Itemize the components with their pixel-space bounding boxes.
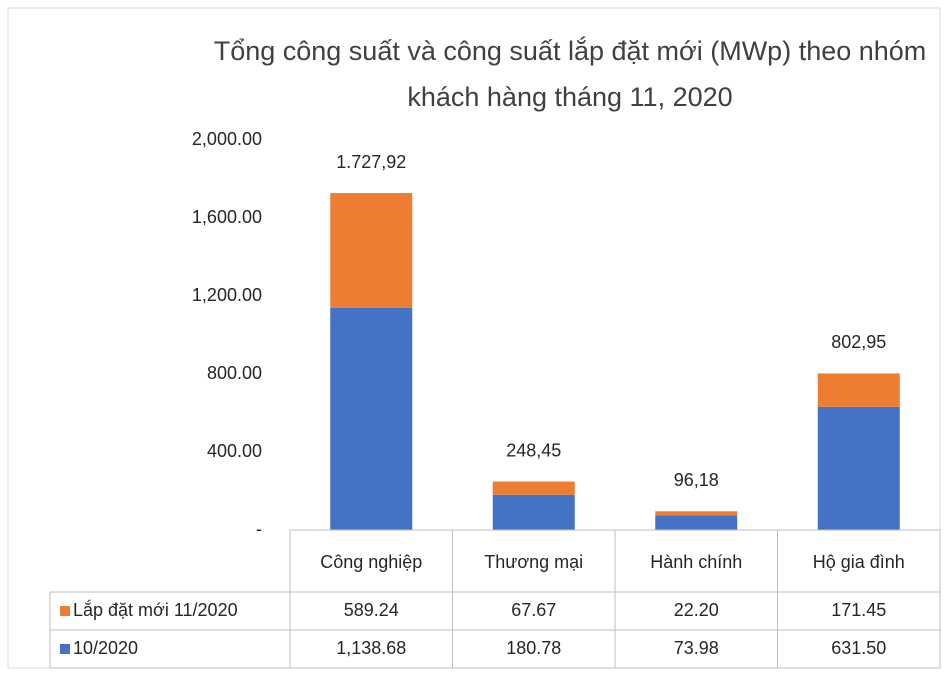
- table-value: 171.45: [831, 600, 886, 620]
- total-label: 248,45: [506, 440, 561, 460]
- y-tick-label: 2,000.00: [192, 129, 262, 149]
- total-label: 1.727,92: [336, 152, 406, 172]
- table-value: 1,138.68: [336, 638, 406, 658]
- category-label: Thương mại: [484, 552, 583, 572]
- y-tick-label: 1,600.00: [192, 207, 262, 227]
- y-tick-label: 400.00: [207, 441, 262, 461]
- chart-title: Tổng công suất và công suất lắp đặt mới …: [213, 36, 927, 112]
- category-label: Công nghiệp: [320, 552, 422, 572]
- legend-label: Lắp đặt mới 11/2020: [73, 599, 238, 620]
- bar-segment: [492, 481, 575, 495]
- category-label: Hành chính: [650, 552, 742, 572]
- legend-label: 10/2020: [73, 638, 138, 658]
- table-value: 67.67: [511, 600, 556, 620]
- table-value: 73.98: [674, 638, 719, 658]
- category-label: Hộ gia đình: [813, 552, 905, 572]
- bar-segment: [817, 406, 900, 530]
- bar-segment: [330, 193, 413, 308]
- table-value: 22.20: [674, 600, 719, 620]
- bar-segment: [655, 515, 738, 530]
- legend-key: [60, 606, 70, 616]
- bar-segment: [817, 373, 900, 407]
- bar-segment: [492, 494, 575, 530]
- table-value: 180.78: [506, 638, 561, 658]
- y-tick-label: 800.00: [207, 363, 262, 383]
- y-tick-label: 1,200.00: [192, 285, 262, 305]
- table-value: 631.50: [831, 638, 886, 658]
- y-tick-label: -: [256, 519, 262, 539]
- total-label: 96,18: [674, 470, 719, 490]
- legend-key: [60, 644, 70, 654]
- table-value: 589.24: [344, 600, 399, 620]
- total-label: 802,95: [831, 332, 886, 352]
- bar-segment: [655, 511, 738, 516]
- bar-segment: [330, 307, 413, 530]
